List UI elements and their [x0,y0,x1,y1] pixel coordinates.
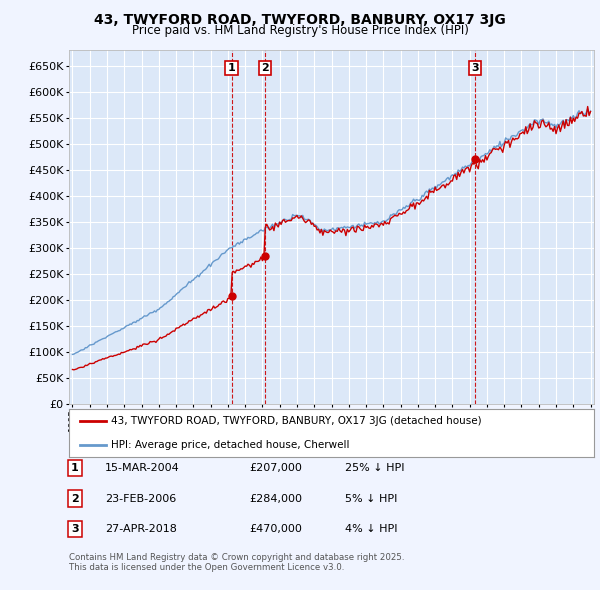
Text: This data is licensed under the Open Government Licence v3.0.: This data is licensed under the Open Gov… [69,563,344,572]
Text: HPI: Average price, detached house, Cherwell: HPI: Average price, detached house, Cher… [111,440,349,450]
Text: 43, TWYFORD ROAD, TWYFORD, BANBURY, OX17 3JG (detached house): 43, TWYFORD ROAD, TWYFORD, BANBURY, OX17… [111,416,482,426]
Text: 23-FEB-2006: 23-FEB-2006 [105,494,176,503]
Text: 3: 3 [71,525,79,534]
Text: 1: 1 [227,63,235,73]
Text: 2: 2 [71,494,79,503]
Text: £470,000: £470,000 [249,525,302,534]
Text: 15-MAR-2004: 15-MAR-2004 [105,463,180,473]
Text: 5% ↓ HPI: 5% ↓ HPI [345,494,397,503]
Text: 2: 2 [261,63,269,73]
Text: 4% ↓ HPI: 4% ↓ HPI [345,525,398,534]
Text: £284,000: £284,000 [249,494,302,503]
Text: Contains HM Land Registry data © Crown copyright and database right 2025.: Contains HM Land Registry data © Crown c… [69,553,404,562]
Text: £207,000: £207,000 [249,463,302,473]
Text: 27-APR-2018: 27-APR-2018 [105,525,177,534]
Text: 25% ↓ HPI: 25% ↓ HPI [345,463,404,473]
Text: 43, TWYFORD ROAD, TWYFORD, BANBURY, OX17 3JG: 43, TWYFORD ROAD, TWYFORD, BANBURY, OX17… [94,13,506,27]
Text: Price paid vs. HM Land Registry's House Price Index (HPI): Price paid vs. HM Land Registry's House … [131,24,469,37]
Text: 3: 3 [472,63,479,73]
Text: 1: 1 [71,463,79,473]
